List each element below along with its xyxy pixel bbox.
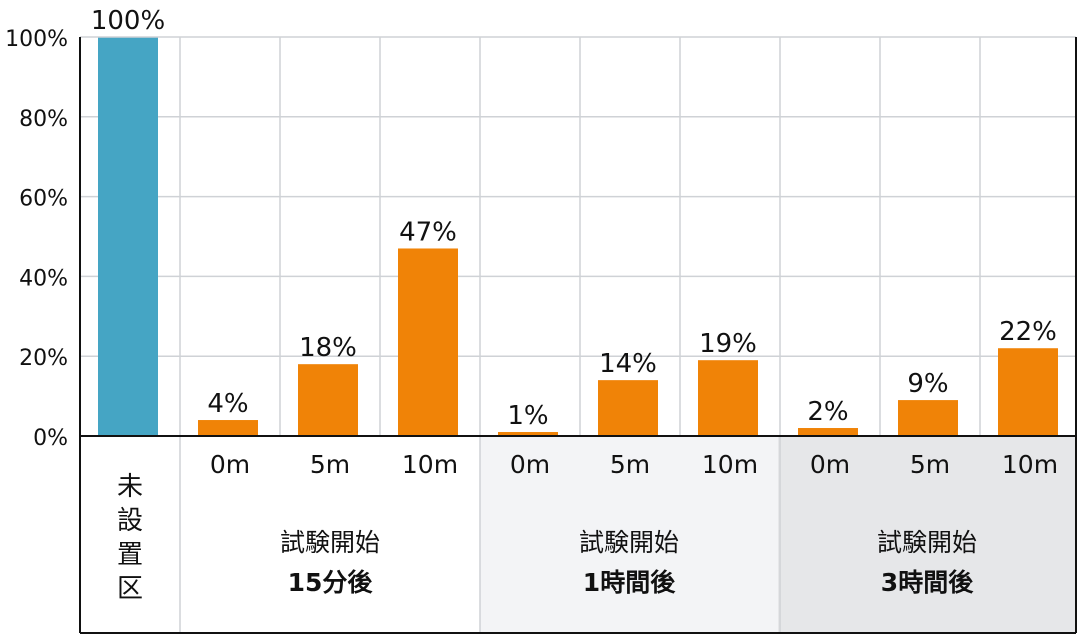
bar	[898, 400, 958, 436]
bar-control	[98, 37, 158, 436]
bar-value-label: 47%	[399, 217, 457, 247]
y-tick-label: 100%	[5, 27, 68, 52]
bar-value-label: 19%	[699, 329, 757, 359]
bar	[798, 428, 858, 436]
bar	[498, 432, 558, 436]
bar-value-label: 22%	[999, 317, 1057, 347]
bar-value-label: 1%	[507, 401, 548, 431]
group-panel-3hour	[778, 436, 1076, 633]
bar-value-label: 2%	[807, 397, 848, 427]
bar	[298, 364, 358, 436]
bar-value-label: 14%	[599, 349, 657, 379]
bar-value-label: 100%	[91, 6, 165, 36]
bar-value-label: 18%	[299, 333, 357, 363]
bar-value-label: 9%	[907, 369, 948, 399]
bar	[398, 248, 458, 436]
y-tick-label: 20%	[19, 346, 68, 371]
y-tick-label: 80%	[19, 107, 68, 132]
y-tick-label: 0%	[33, 426, 68, 451]
bar	[598, 380, 658, 436]
bar	[198, 420, 258, 436]
bar-value-label: 4%	[207, 389, 248, 419]
group-panel-1hour	[480, 436, 778, 633]
y-tick-label: 40%	[19, 266, 68, 291]
bar	[698, 360, 758, 436]
y-tick-label: 60%	[19, 187, 68, 212]
bar	[998, 348, 1058, 436]
